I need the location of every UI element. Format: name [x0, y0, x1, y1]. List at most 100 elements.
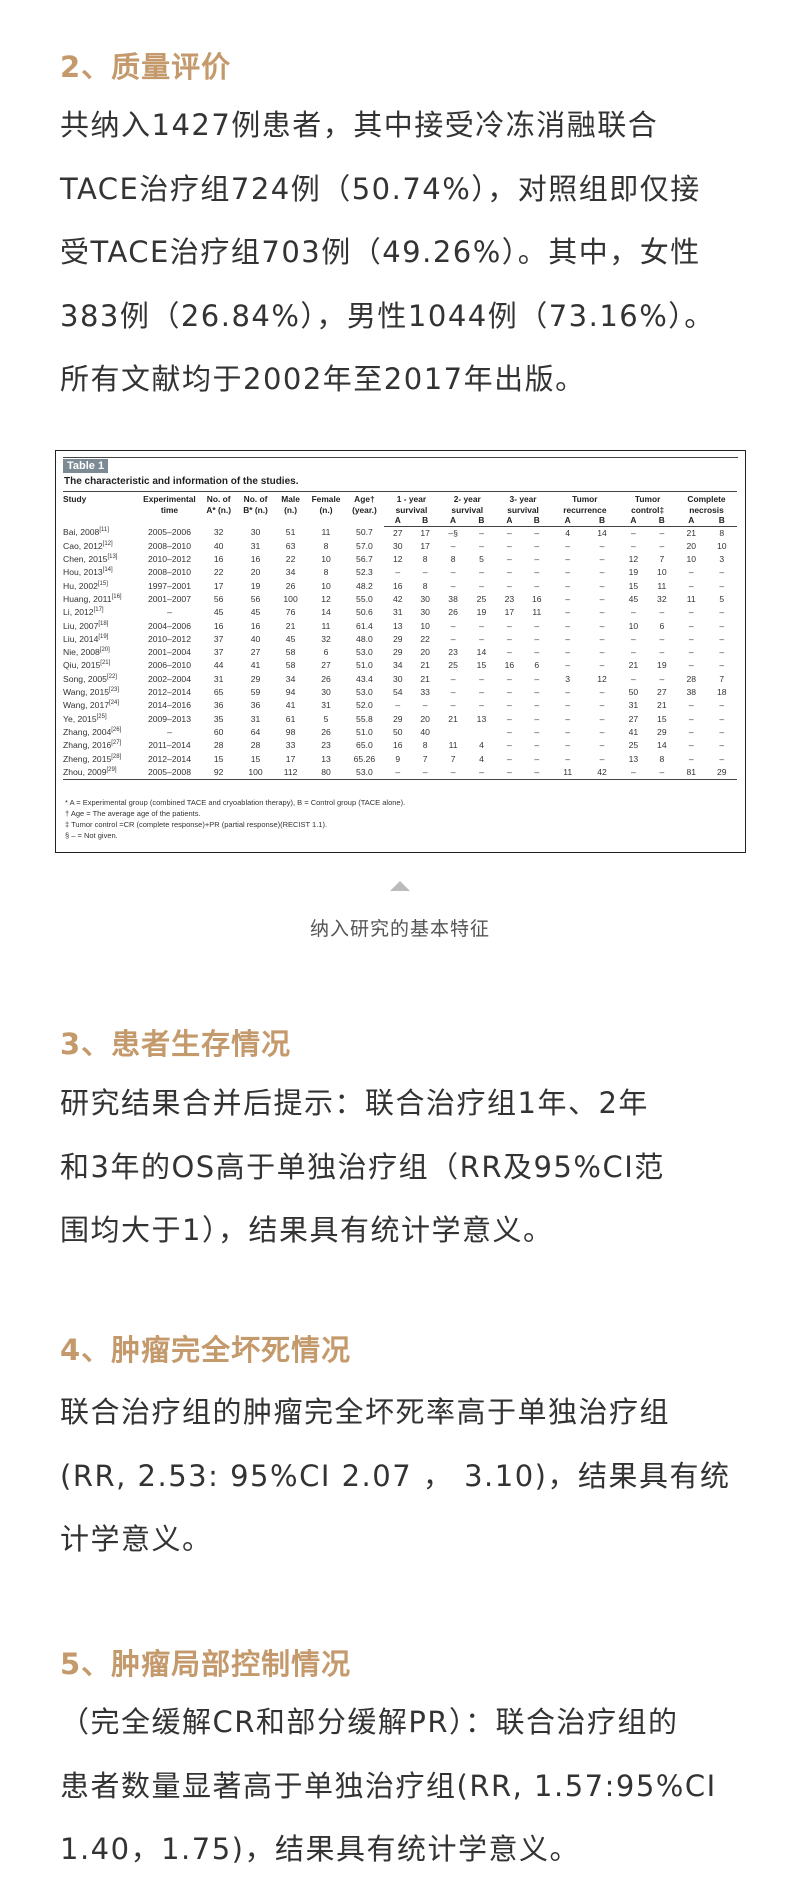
table-cell: –	[659, 647, 665, 658]
table-cell: 21	[420, 673, 430, 684]
study-name: Hu, 2002	[63, 580, 98, 591]
table-cell: –	[688, 633, 694, 644]
study-cell: Huang, 2011[16]	[63, 593, 139, 606]
table-cell: 3	[565, 673, 571, 684]
table-cell: –	[506, 580, 512, 591]
subheader-a: A	[676, 515, 707, 527]
table-cell: –	[384, 765, 412, 781]
table-cell: 14	[657, 740, 667, 751]
table-cell: 29	[392, 647, 403, 658]
table-cell: –	[506, 567, 512, 578]
subheader-a: A	[619, 515, 648, 527]
table-cell: –	[599, 580, 605, 591]
table-cell: 14	[597, 527, 607, 538]
header-line-1: Study	[63, 494, 87, 504]
study-name: Song, 2005	[63, 673, 107, 684]
table-cell: –	[534, 554, 540, 565]
table-cell: 100	[283, 593, 298, 604]
group-header: survival	[395, 504, 428, 515]
table-cell: 20	[420, 647, 430, 658]
table-cell: –	[438, 765, 468, 781]
figure-caption: 纳入研究的基本特征	[309, 918, 490, 940]
table-cell: –	[506, 554, 512, 565]
study-cell: Li, 2012[17]	[63, 606, 139, 619]
table-cell: –	[506, 673, 512, 684]
paragraph-local-control: （完全缓解CR和部分缓解PR）：联合治疗组的 患者数量显著高于单独治疗组(RR,…	[60, 1691, 750, 1882]
reference: [16]	[111, 594, 122, 601]
table-cell: 15	[657, 713, 667, 724]
table-cell: 10	[716, 540, 727, 551]
table-cell: –	[688, 647, 694, 658]
table-cell: –	[688, 660, 694, 671]
table-cell: –	[506, 633, 512, 644]
subheader-b: B	[467, 515, 496, 527]
table-cell: –	[659, 527, 665, 538]
reference: [13]	[107, 554, 118, 561]
table-cell: 50	[392, 726, 403, 737]
table-cell: 5	[323, 713, 329, 724]
text-line: 所有文献均于2002年至2017年出版。	[60, 362, 586, 396]
table-cell: 15	[476, 660, 487, 671]
table-cell: 53.0	[356, 647, 373, 658]
table-cell: 2008–2010	[147, 540, 191, 551]
table-cell: –	[688, 580, 694, 591]
table-cell: 58	[285, 660, 296, 671]
table-cell: –	[534, 740, 540, 751]
table-figure: Table 1 The characteristic and informati…	[55, 450, 746, 853]
group-header: control‡	[631, 504, 665, 515]
reference: [22]	[106, 673, 117, 680]
footnote: † Age = The average age of the patients.	[65, 809, 201, 818]
table-cell: 14	[476, 647, 487, 658]
table-cell: –	[479, 673, 484, 684]
study-name: Zheng, 2015	[63, 753, 112, 764]
table-cell: 64	[250, 726, 261, 737]
study-name: Chen, 2015	[63, 554, 108, 565]
table-cell: 2001–2007	[147, 593, 191, 604]
table-cell: 45	[250, 607, 261, 618]
table-cell: –	[688, 700, 694, 711]
table-cell: –	[631, 527, 636, 538]
table-cell: –	[631, 673, 636, 684]
table-cell: 13	[628, 753, 639, 764]
table-cell: –	[599, 700, 605, 711]
table-cell: 7	[719, 673, 725, 684]
table-cell: 50.6	[356, 607, 373, 618]
table-cell: 30	[392, 673, 403, 684]
table-cell: 65	[213, 687, 224, 698]
group-header: 1 - year	[384, 491, 439, 505]
table-cell: 20	[686, 540, 697, 551]
table-cell: 98	[285, 726, 296, 737]
table-cell: 41	[628, 726, 639, 737]
table-cell: 25	[448, 660, 458, 671]
table-cell: 36	[250, 700, 261, 711]
table-cell: 8	[422, 580, 428, 591]
table-cell: 16	[392, 740, 403, 751]
table-cell: 26	[285, 580, 296, 591]
table-cell: 23	[504, 593, 515, 604]
section-heading-necrosis: 4、肿瘤完全坏死情况	[60, 1333, 352, 1367]
table-cell: 27	[250, 647, 261, 658]
table-cell: –	[534, 726, 540, 737]
table-cell: –	[719, 753, 725, 764]
table-cell: 50.7	[356, 527, 373, 538]
table-cell: 58	[285, 647, 296, 658]
studies-table: Study Experimental time No. of A* (n.) No. of…	[63, 491, 737, 781]
table-cell: –	[599, 620, 605, 631]
table-cell: –	[599, 554, 605, 565]
subheader-b: B	[584, 515, 620, 527]
study-cell: Song, 2005[22]	[63, 673, 139, 686]
table-cell: –	[565, 687, 571, 698]
text-line: 受TACE治疗组703例（49.26%）。其中，女性	[60, 235, 701, 269]
study-name: Ye, 2015	[63, 713, 97, 724]
table-cell: 52.3	[356, 567, 373, 578]
table-cell: –	[479, 567, 484, 578]
table-cell: 51.0	[356, 726, 373, 737]
table-cell: 31	[321, 700, 331, 711]
group-header: survival	[507, 504, 539, 515]
table-cell: –	[719, 607, 725, 618]
table-cell: 16	[250, 620, 261, 631]
table-cell: –	[479, 687, 484, 698]
reference: [11]	[99, 527, 109, 534]
table-cell: 21	[420, 660, 430, 671]
table-cell: 2006–2010	[147, 660, 191, 671]
